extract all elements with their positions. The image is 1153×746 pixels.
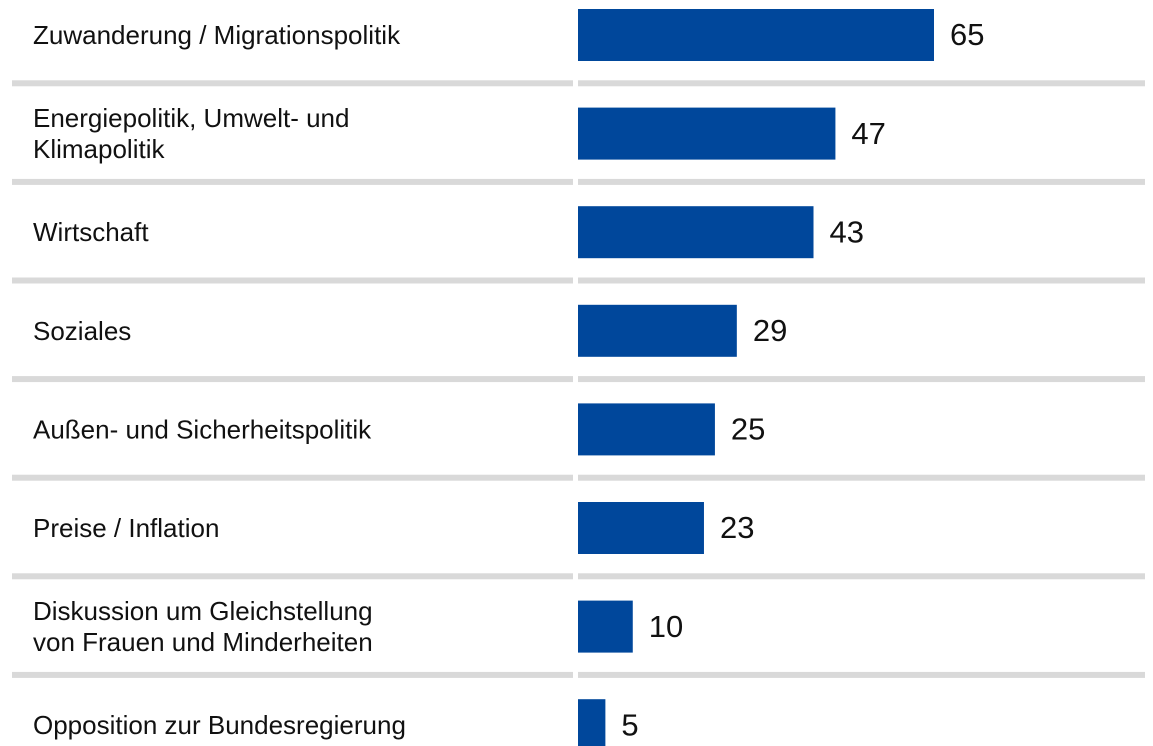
value-label: 65 [950, 17, 984, 52]
bar [578, 600, 633, 653]
row-separator [12, 474, 573, 481]
bar [578, 699, 606, 746]
value-label: 10 [649, 609, 683, 644]
value-label: 47 [851, 116, 885, 151]
category-label: Zuwanderung / Migrationspolitik [33, 20, 401, 50]
category-label-line: Klimapolitik [33, 134, 165, 164]
bar [578, 107, 836, 160]
row-separator [578, 277, 1145, 284]
bar [578, 206, 814, 259]
row-separator [578, 80, 1145, 87]
category-label-line: Soziales [33, 316, 131, 346]
category-label-line: Zuwanderung / Migrationspolitik [33, 20, 401, 50]
row-separator [12, 573, 573, 580]
row-separator [12, 178, 573, 185]
category-label: Opposition zur Bundesregierung [33, 710, 406, 740]
bar [578, 502, 704, 554]
row-separator [12, 277, 573, 284]
category-label-line: Energiepolitik, Umwelt- und [33, 103, 349, 133]
value-label: 43 [830, 214, 864, 249]
category-label-line: von Frauen und Minderheiten [33, 627, 373, 657]
category-label: Außen- und Sicherheitspolitik [33, 414, 372, 444]
row-separator [578, 573, 1145, 580]
category-label: Wirtschaft [33, 217, 149, 247]
bar [578, 304, 737, 357]
row-separator [12, 376, 573, 383]
category-label: Preise / Inflation [33, 513, 219, 543]
row-separator [578, 376, 1145, 383]
row-separator [578, 671, 1145, 678]
category-label: Soziales [33, 316, 131, 346]
row-separator [12, 671, 573, 678]
category-label-line: Diskussion um Gleichstellung [33, 596, 373, 626]
row-separator [578, 474, 1145, 481]
category-label-line: Wirtschaft [33, 217, 149, 247]
value-label: 23 [720, 510, 754, 545]
category-label: Energiepolitik, Umwelt- und Klimapolitik [33, 103, 349, 164]
bar [578, 403, 715, 456]
category-label-line: Außen- und Sicherheitspolitik [33, 414, 372, 444]
category-label: Diskussion um Gleichstellung von Frauen u… [33, 596, 373, 657]
value-label: 29 [753, 313, 787, 348]
bar [578, 9, 934, 61]
category-label-line: Opposition zur Bundesregierung [33, 710, 406, 740]
row-separator [578, 178, 1145, 185]
value-label: 25 [731, 412, 765, 447]
category-label-line: Preise / Inflation [33, 513, 219, 543]
value-label: 5 [621, 707, 638, 742]
row-separator [12, 80, 573, 87]
